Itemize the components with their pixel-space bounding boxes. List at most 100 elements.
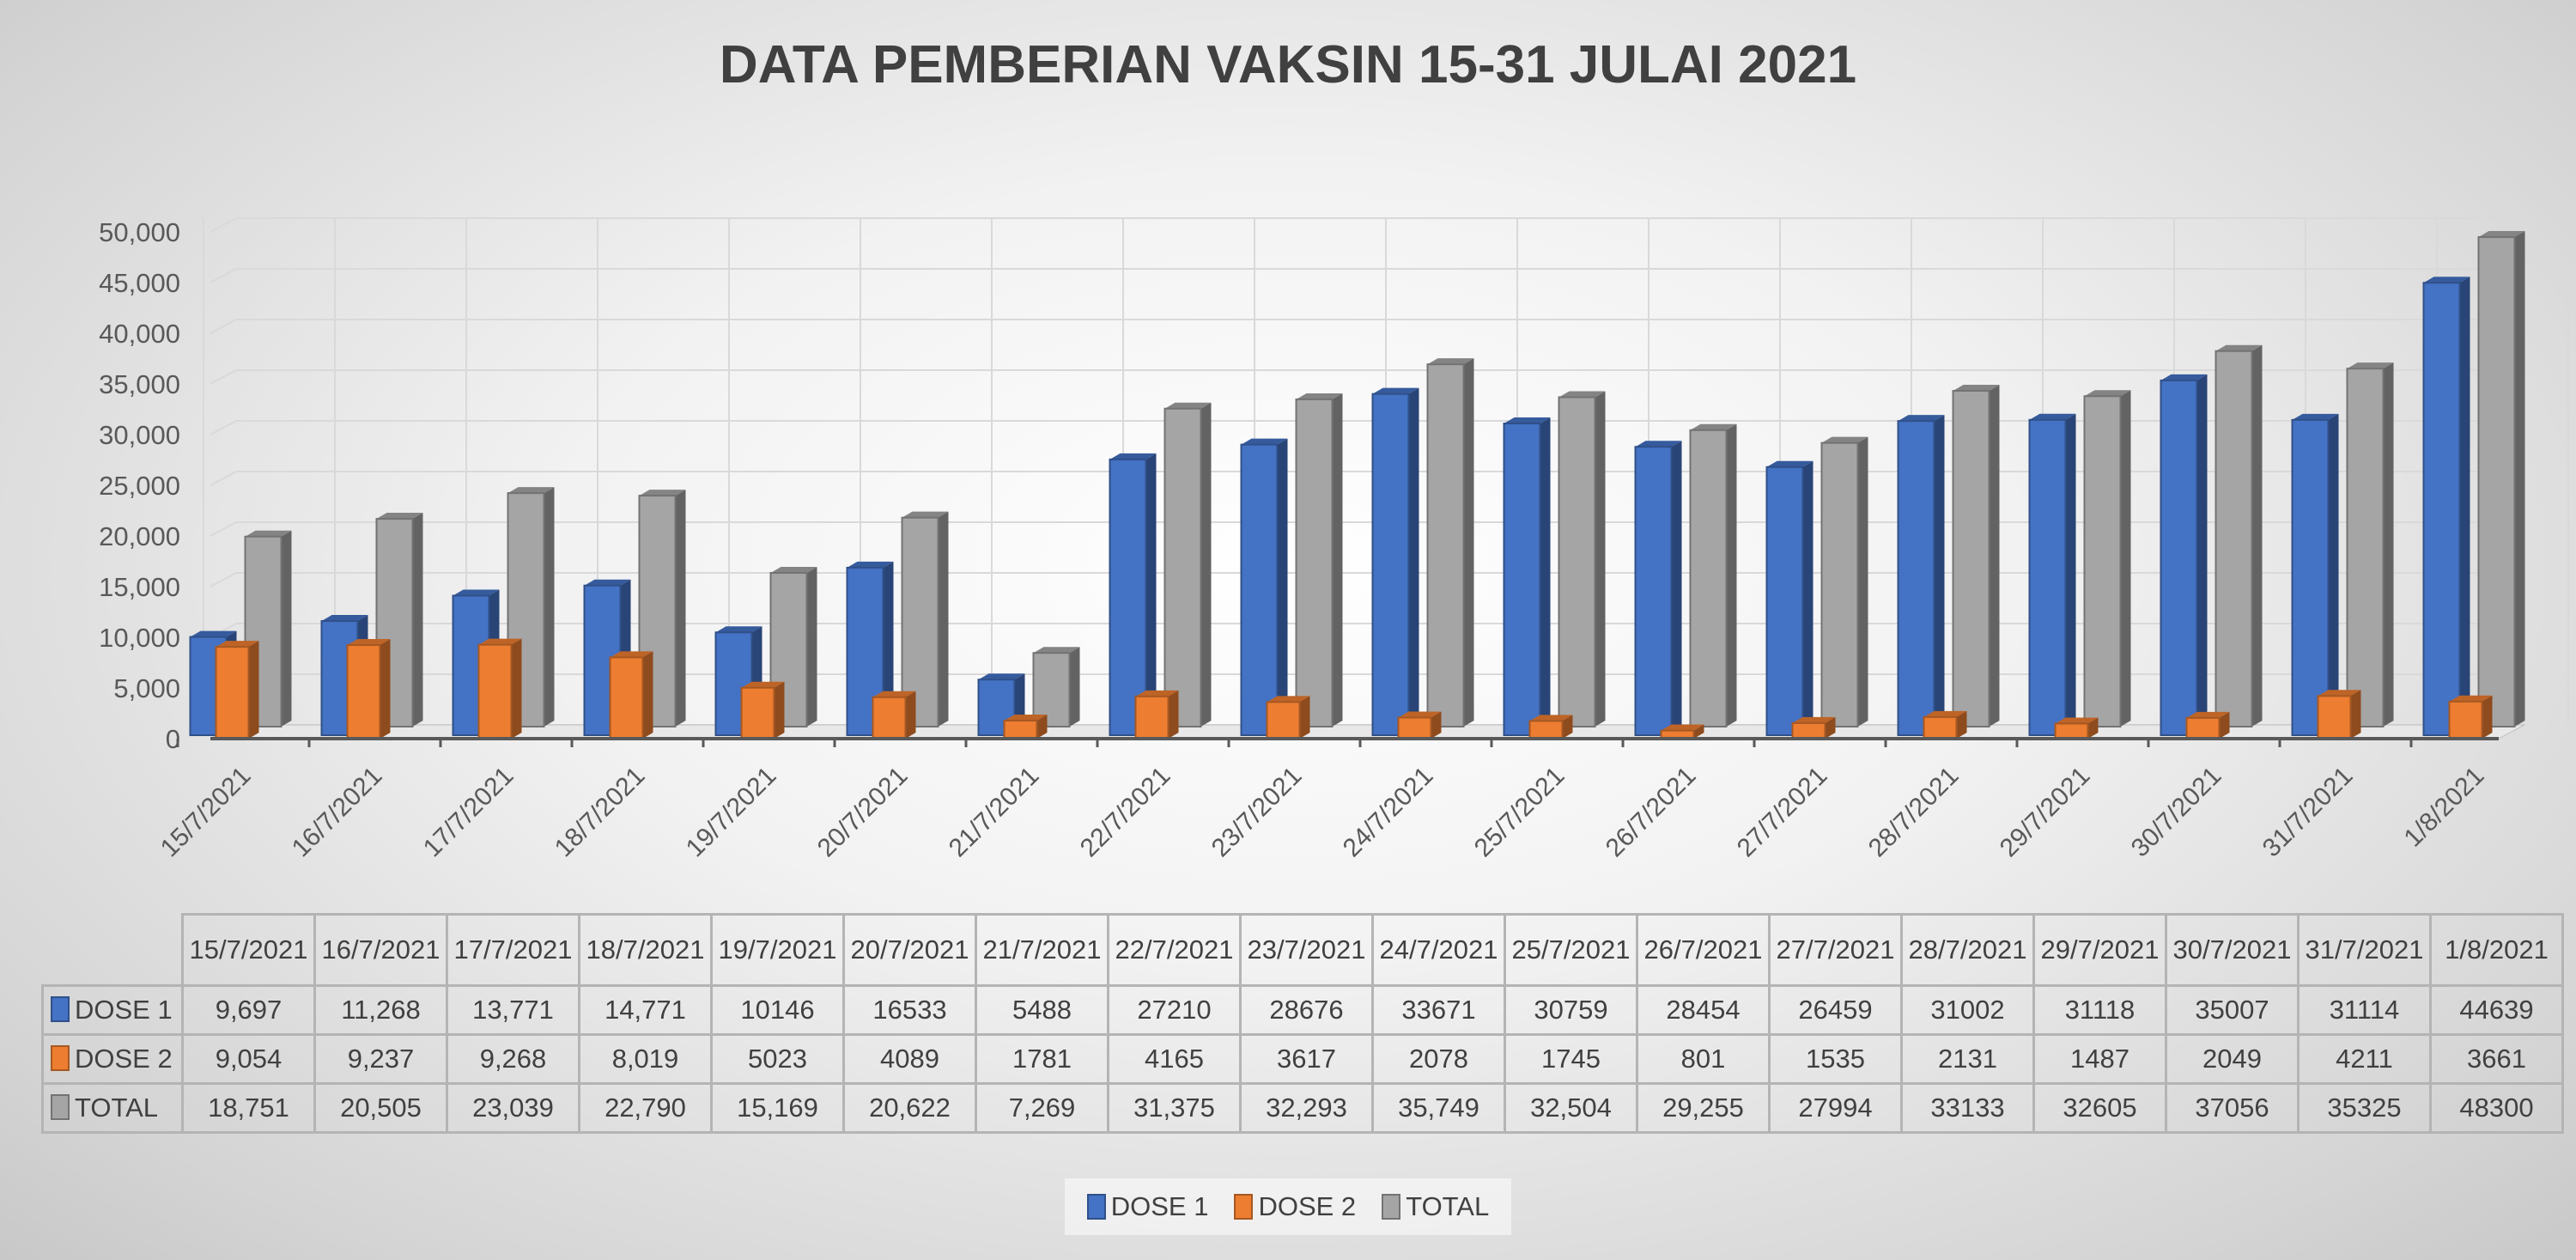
bar-total-top [376, 513, 423, 520]
bar-dose-2-top [2318, 690, 2361, 697]
table-cell: 32605 [2032, 1082, 2167, 1134]
bar-dose-2-side [380, 639, 391, 739]
table-cell: 2078 [1371, 1033, 1506, 1085]
table-header-date: 19/7/2021 [710, 913, 845, 987]
bar-dose-1-side [1671, 441, 1682, 735]
x-tick-label: 20/7/2021 [812, 762, 914, 863]
bar-dose-1 [2422, 277, 2470, 736]
bar-dose-2-top [216, 641, 259, 648]
table-cell: 7,269 [975, 1082, 1109, 1134]
table-header-date: 21/7/2021 [975, 913, 1109, 987]
legend-swatch [1382, 1194, 1401, 1220]
bar-dose-2-side [1431, 711, 1442, 739]
bar-total [2477, 231, 2525, 727]
bar-total [1032, 647, 1080, 728]
table-row: DOSE 2 9,054 9,237 9,268 8,019 5023 4089 1781 41… [41, 1033, 2564, 1085]
table-cell: 1781 [975, 1033, 1109, 1085]
table-cell: 27210 [1107, 984, 1242, 1036]
bar-dose-1-top [2029, 413, 2076, 420]
bar-dose-1 [1109, 453, 1157, 736]
bar-dose-2-front [346, 644, 381, 740]
bar-dose-1 [2028, 413, 2076, 736]
bar-total-side [2251, 344, 2263, 727]
bar-total-front [769, 572, 808, 727]
table-header-date: 15/7/2021 [181, 913, 316, 987]
bar-dose-1-front [2422, 282, 2461, 736]
legend-key-swatch [51, 1045, 70, 1071]
bar-dose-2-top [2186, 711, 2230, 718]
bar-dose-2-side [1693, 724, 1704, 739]
bar-dose-1-top [1372, 387, 1419, 394]
bar-total-top [1558, 391, 1606, 398]
bar-total [1163, 402, 1212, 727]
bar-dose-2-side [2219, 711, 2230, 739]
bar-dose-1-front [2028, 418, 2067, 736]
table-cell: 801 [1636, 1033, 1771, 1085]
bar-dose-2-front [215, 646, 250, 740]
y-tick-label: 10,000 [99, 623, 180, 653]
table-cell: 10146 [710, 984, 845, 1036]
bar-total-top [1033, 647, 1080, 654]
bar-dose-1-side [2196, 374, 2208, 735]
bar-dose-2-top [741, 681, 785, 688]
table-cell: 4165 [1107, 1033, 1242, 1085]
bar-dose-2-front [740, 686, 775, 740]
table-header-date: 16/7/2021 [313, 913, 448, 987]
bar-dose-1-top [2292, 413, 2339, 420]
bar-total [1689, 423, 1737, 727]
bar-dose-2-front [2317, 695, 2352, 740]
bar-total-side [1857, 436, 1868, 727]
bar-dose-2-front [1528, 720, 1564, 740]
table-header-row: 15/7/2021 16/7/2021 17/7/2021 18/7/2021 19/7… [43, 913, 2564, 987]
bar-dose-2 [609, 651, 653, 740]
table-row: DOSE 1 9,697 11,268 13,771 14,771 10146 16533 5… [41, 984, 2564, 1036]
bar-dose-1-front [1634, 446, 1673, 736]
bar-total-front [1820, 441, 1859, 727]
table-cell: 30759 [1504, 984, 1638, 1036]
bar-dose-2-side [905, 691, 916, 739]
table-cell: 35,749 [1371, 1082, 1506, 1134]
bar-dose-1-top [584, 579, 631, 586]
bar-total-side [1200, 402, 1212, 727]
bar-total-top [1690, 423, 1737, 430]
x-tick-label: 26/7/2021 [1601, 762, 1702, 863]
bar-total-front [1558, 396, 1596, 727]
bar-total-front [1032, 652, 1071, 728]
bar-dose-2-front [1003, 719, 1038, 740]
bar-total-front [1295, 398, 1334, 727]
x-tick-label: 28/7/2021 [1863, 762, 1965, 863]
bar-dose-1-front [1371, 393, 1410, 736]
bar-dose-2 [740, 681, 785, 740]
table-header-date: 17/7/2021 [446, 913, 580, 987]
bar-dose-2 [1397, 711, 1442, 740]
table-cell: 13,771 [446, 984, 580, 1036]
bar-dose-1-top [2423, 277, 2470, 283]
bar-total-side [675, 490, 686, 727]
bar-dose-1-top [1504, 417, 1551, 424]
gridline-side [210, 420, 237, 435]
bar-dose-2-front [1923, 715, 1958, 740]
bar-dose-2-front [1397, 716, 1432, 740]
bar-total-top [1821, 436, 1868, 443]
bar-total-top [902, 511, 949, 518]
bar-total-top [639, 490, 686, 496]
bar-dose-1-top [453, 589, 500, 596]
bar-dose-1-front [1765, 466, 1804, 736]
series-name: DOSE 2 [75, 1044, 173, 1074]
bar-dose-2 [2317, 690, 2361, 740]
bar-total [1295, 393, 1343, 727]
bar-dose-1-front [1897, 420, 1935, 736]
table-cell: 9,697 [181, 984, 316, 1036]
bar-dose-2-top [347, 639, 391, 646]
bar-dose-1-side [2065, 413, 2076, 735]
table-header-date: 26/7/2021 [1636, 913, 1771, 987]
bar-total-front [2083, 395, 2122, 727]
x-tick-label: 1/8/2021 [2399, 762, 2490, 853]
bar-dose-2 [1528, 715, 1573, 740]
table-cell: 22,790 [578, 1082, 713, 1134]
bar-dose-1 [1765, 460, 1814, 736]
bar-dose-2-top [1135, 690, 1179, 697]
bar-dose-2-top [1398, 711, 1442, 718]
bar-dose-1 [1503, 417, 1551, 736]
table-cell: 26459 [1768, 984, 1903, 1036]
